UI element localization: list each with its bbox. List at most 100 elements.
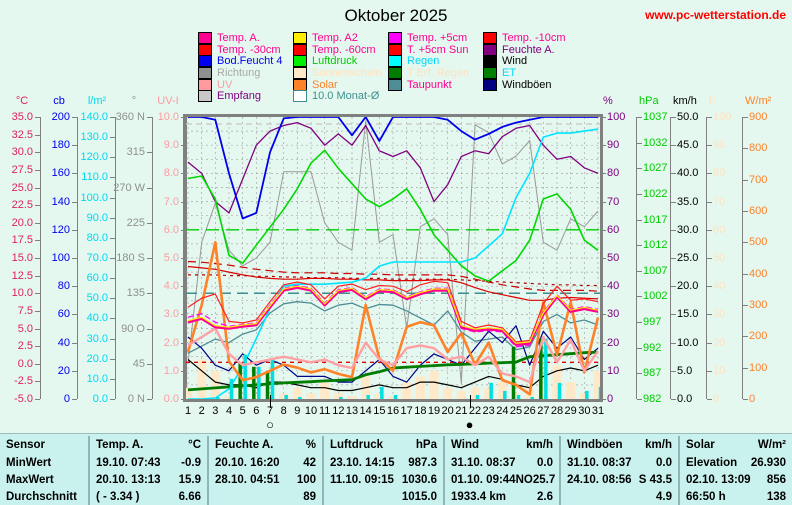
x-axis-label: 11 <box>318 405 331 417</box>
axis-tick-label: 180 <box>51 139 70 152</box>
table-row-label: MaxWert <box>0 471 88 488</box>
legend-label: ET <box>502 66 517 79</box>
axis-tick-label: 1017 <box>643 213 668 226</box>
legend-item-temp-a2: Temp. A2 <box>293 31 388 44</box>
axis-tick <box>72 370 77 372</box>
bar-regen <box>366 394 370 399</box>
bar-regen <box>216 396 220 399</box>
axis-tick <box>72 342 77 344</box>
axis-tick-label: 25.0 <box>11 181 33 194</box>
table-cell: 20.10. 13:13 15.9 <box>88 471 207 488</box>
axis-tick <box>601 229 606 231</box>
color-swatch <box>198 55 212 68</box>
axis-tick-label: 20.0 <box>86 352 108 365</box>
series-solar <box>186 241 600 396</box>
axis-tick-label: 90 <box>713 139 726 152</box>
axis-tick-label: 0 <box>63 393 70 405</box>
color-swatch <box>388 55 402 68</box>
color-swatch <box>293 78 307 91</box>
axis-tick-label: 5.0 <box>677 364 693 377</box>
axis-tick-label: 0 N <box>127 393 145 405</box>
axis-tick <box>743 273 748 275</box>
axis-tick-label: 1.0 <box>163 364 179 377</box>
axis-line <box>40 117 41 399</box>
axis-tick <box>110 117 115 118</box>
axis-title-cb: cb <box>53 95 65 107</box>
x-axis-label: 8 <box>280 405 287 417</box>
bar-regen <box>380 386 384 399</box>
x-axis-label: 3 <box>212 405 219 417</box>
axis-tick <box>743 117 748 118</box>
series-temp_m10 <box>187 265 599 301</box>
legend-label: Temp. A2 <box>312 31 358 44</box>
bar-regen <box>557 382 562 399</box>
x-axis-label: 22 <box>468 405 482 417</box>
axis-tick-label: 60.0 <box>86 272 108 285</box>
bar-sonnenschein <box>347 396 357 399</box>
axis-tick <box>637 270 642 272</box>
axis-tick <box>147 152 152 154</box>
bar-regen <box>257 366 261 399</box>
axis-tick <box>35 258 40 259</box>
table-cell-text: 1933.4 km <box>451 490 506 503</box>
color-swatch <box>293 90 307 103</box>
table-cell-text: 19.10. 07:43 <box>96 456 161 469</box>
axis-tick-label: 110.0 <box>81 171 108 184</box>
legend-label: Sonnenschein <box>312 66 382 79</box>
table-header-text: Windböen <box>567 439 623 451</box>
axis-tick-label: 360 N <box>115 111 145 123</box>
bar-regen <box>393 394 398 399</box>
axis-tick <box>35 293 40 295</box>
table-cell: 28.10. 04:51 100 <box>207 471 322 488</box>
axis-tick-label: 140.0 <box>80 111 108 123</box>
axis-tick-label: 1027 <box>643 162 668 175</box>
axis-tick <box>671 314 676 316</box>
table-cell-text: 1015.0 <box>401 490 437 503</box>
bar-sonnenschein <box>320 382 330 399</box>
color-swatch <box>388 66 402 79</box>
axis-tick <box>707 370 712 372</box>
page-title: Oktober 2025 <box>344 6 448 25</box>
bar-sonnenschein <box>429 370 439 399</box>
axis-tick-label: 30.0 <box>11 146 33 159</box>
x-axis-label: 16 <box>386 405 400 417</box>
axis-tick <box>35 187 40 189</box>
series-uv <box>187 327 599 384</box>
axis-tick-label: 1007 <box>643 264 668 277</box>
axis-tick-label: 30 <box>713 308 726 321</box>
legend-label: Temp. +5cm <box>407 31 468 44</box>
axis-title-lm2: l/m² <box>87 95 107 107</box>
axis-tick-label: 315 <box>126 146 145 159</box>
axis-tick <box>601 399 606 400</box>
color-swatch <box>198 78 212 91</box>
series-windboeen <box>187 325 599 383</box>
legend-label: UV <box>217 78 233 91</box>
axis-tick <box>35 205 40 207</box>
table-cell: ( - 3.34 ) 6.66 <box>88 488 207 505</box>
table-cell-text: 1030.6 <box>401 473 437 486</box>
table-cell: 23.10. 14:15 987.3 <box>322 454 443 471</box>
legend-column: Temp. A. Temp. -30cm Bod.Feucht 4 Richtung U… <box>198 31 293 103</box>
axis-tick <box>35 381 40 383</box>
color-swatch <box>388 31 402 44</box>
stats-table: Sensor Temp. A. °C Feuchte A.% Luftdruck hPa W… <box>0 433 792 505</box>
table-cell-text: 20.10. 13:13 <box>96 473 161 486</box>
axis-line <box>115 117 116 399</box>
bar-sonnenschein <box>292 387 302 399</box>
table-cell-text: 6.66 <box>178 490 201 503</box>
bar-regen <box>516 394 521 399</box>
bar-sonnenschein <box>456 390 466 399</box>
axis-tick-label: 90 O <box>121 322 145 335</box>
axis-tick <box>707 117 712 118</box>
table-header-text: Temp. A. <box>96 439 144 451</box>
axis-tick <box>743 305 748 306</box>
axis-tick-label: 7.5 <box>17 304 33 317</box>
website-link[interactable]: www.pc-wetterstation.de <box>645 8 786 22</box>
axis-tick-label: 400 <box>749 267 768 280</box>
axis-tick-label: -2.5 <box>14 375 33 388</box>
color-swatch <box>483 43 497 56</box>
axis-line <box>152 117 153 399</box>
axis-title-tempC: °C <box>15 95 29 107</box>
axis-tick <box>707 201 712 203</box>
legend-item-t-5cm-sun: T. +5cm Sun <box>388 43 483 56</box>
